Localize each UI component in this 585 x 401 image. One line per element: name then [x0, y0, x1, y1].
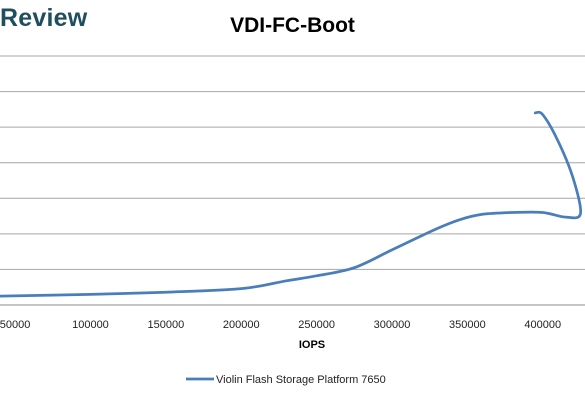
x-axis-ticks: 50000 100000 150000 200000 250000 300000 35000… [0, 319, 561, 331]
x-tick-label: 50000 [0, 319, 30, 331]
legend-label: Violin Flash Storage Platform 7650 [216, 374, 386, 386]
series-group [0, 110, 583, 298]
x-tick-label: 150000 [147, 319, 184, 331]
x-tick-label: 100000 [72, 319, 109, 331]
legend: Violin Flash Storage Platform 7650 [186, 374, 386, 386]
x-tick-label: 250000 [298, 319, 335, 331]
x-axis-title: IOPS [299, 339, 325, 351]
x-tick-label: 300000 [374, 319, 411, 331]
series-line-0 [0, 110, 583, 298]
x-tick-label: 350000 [449, 319, 486, 331]
review-logo: Review [0, 4, 88, 32]
gridlines [0, 55, 585, 306]
x-tick-label: 400000 [524, 319, 561, 331]
x-tick-label: 200000 [223, 319, 260, 331]
chart-title: VDI-FC-Boot [230, 14, 355, 37]
